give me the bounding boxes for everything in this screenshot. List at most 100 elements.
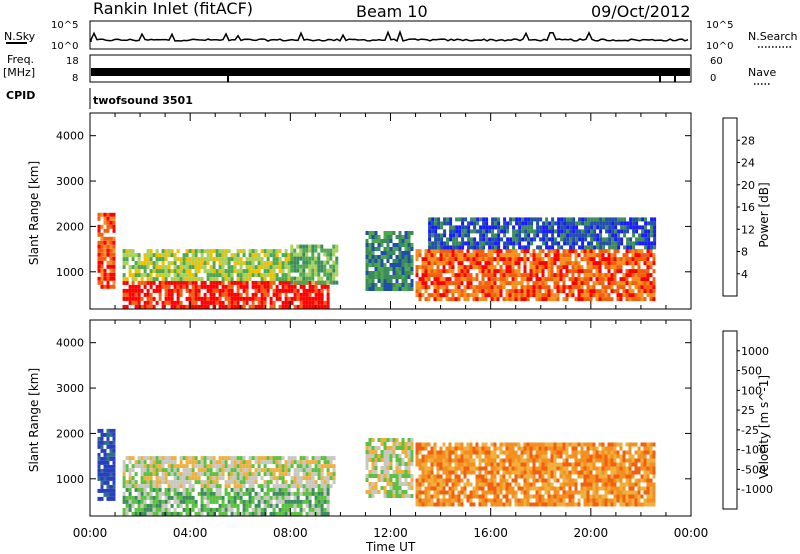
heatmap-cell (251, 269, 255, 274)
heatmap-cell (649, 253, 653, 258)
heatmap-cell (463, 297, 467, 302)
heatmap-cell (323, 476, 327, 481)
heatmap-cell (106, 452, 110, 457)
heatmap-cell (637, 253, 641, 258)
heatmap-cell (164, 491, 168, 496)
heatmap-cell (167, 292, 171, 297)
heatmap-cell (386, 259, 390, 263)
heatmap-cell (380, 267, 384, 271)
heatmap-cell (487, 490, 491, 495)
heatmap-cell (421, 478, 425, 483)
heatmap-cell (155, 273, 159, 278)
heatmap-cell (245, 487, 249, 492)
heatmap-cell (478, 450, 482, 455)
heatmap-cell (176, 280, 180, 285)
heatmap-cell (652, 498, 656, 503)
heatmap-cell (515, 237, 519, 242)
heatmap-cell (167, 296, 171, 301)
heatmap-cell (365, 442, 369, 446)
heatmap-cell (410, 446, 414, 450)
heatmap-cell (266, 284, 270, 289)
heatmap-cell (143, 484, 147, 489)
heatmap-cell (481, 277, 485, 282)
heatmap-cell (620, 217, 624, 222)
heatmap-cell (634, 470, 638, 475)
heatmap-cell (335, 256, 339, 261)
heatmap-cell (320, 296, 324, 301)
heatmap-cell (631, 474, 635, 479)
heatmap-cell (176, 257, 180, 262)
heatmap-cell (472, 289, 476, 294)
heatmap-cell (484, 442, 488, 447)
heatmap-cell (284, 460, 288, 465)
heatmap-cell (520, 498, 524, 503)
heatmap-cell (544, 450, 548, 455)
heatmap-cell (493, 277, 497, 282)
heatmap-cell (158, 460, 162, 465)
heatmap-cell (646, 474, 650, 479)
heatmap-cell (481, 285, 485, 290)
heatmap-cell (269, 253, 273, 258)
heatmap-cell (653, 225, 657, 230)
heatmap-cell (320, 264, 324, 269)
heatmap-cell (634, 261, 638, 266)
heatmap-cell (392, 454, 396, 458)
heatmap-cell (200, 261, 204, 266)
heatmap-cell (458, 233, 462, 238)
nave-label: Nave (748, 66, 776, 79)
heatmap-cell (610, 498, 614, 503)
heatmap-cell (103, 468, 107, 473)
heatmap-cell (374, 239, 378, 243)
heatmap-cell (401, 259, 405, 263)
heatmap-cell (436, 494, 440, 499)
heatmap-cell (140, 480, 144, 485)
heatmap-cell (436, 482, 440, 487)
heatmap-cell (122, 280, 126, 285)
heatmap-cell (109, 452, 113, 457)
heatmap-cell (613, 249, 617, 254)
heatmap-cell (494, 233, 498, 238)
heatmap-cell (404, 243, 408, 247)
heatmap-cell (433, 442, 437, 447)
heatmap-cell (524, 221, 528, 226)
heatmap-cell (535, 470, 539, 475)
colorbar-tick-label: 12 (741, 223, 755, 236)
heatmap-cell (227, 495, 231, 500)
heatmap-cell (311, 260, 315, 265)
heatmap-cell (518, 233, 522, 238)
heatmap-cell (106, 220, 110, 225)
heatmap-cell (176, 249, 180, 254)
heatmap-cell (583, 293, 587, 298)
heatmap-cell (106, 436, 110, 441)
heatmap-cell (125, 495, 129, 500)
heatmap-cell (97, 252, 101, 257)
heatmap-cell (604, 277, 608, 282)
heatmap-cell (475, 494, 479, 499)
heatmap-cell (158, 280, 162, 285)
heatmap-cell (595, 446, 599, 451)
heatmap-cell (439, 257, 443, 262)
heatmap-cell (374, 263, 378, 267)
heatmap-cell (185, 499, 189, 504)
heatmap-cell (326, 495, 330, 500)
heatmap-cell (521, 225, 525, 230)
heatmap-cell (563, 217, 567, 222)
heatmap-cell (442, 466, 446, 471)
heatmap-cell (305, 276, 309, 281)
heatmap-cell (112, 264, 116, 269)
heatmap-cell (571, 277, 575, 282)
heatmap-cell (427, 277, 431, 282)
heatmap-cell (637, 466, 641, 471)
heatmap-cell (233, 499, 237, 504)
heatmap-cell (586, 289, 590, 294)
heatmap-cell (472, 502, 476, 507)
heatmap-cell (185, 265, 189, 270)
heatmap-cell (430, 269, 434, 274)
heatmap-cell (269, 503, 273, 508)
heatmap-cell (236, 495, 240, 500)
heatmap-cell (263, 491, 267, 496)
heatmap-cell (619, 490, 623, 495)
heatmap-cell (329, 252, 333, 257)
heatmap-cell (622, 454, 626, 459)
heatmap-cell (100, 484, 104, 489)
